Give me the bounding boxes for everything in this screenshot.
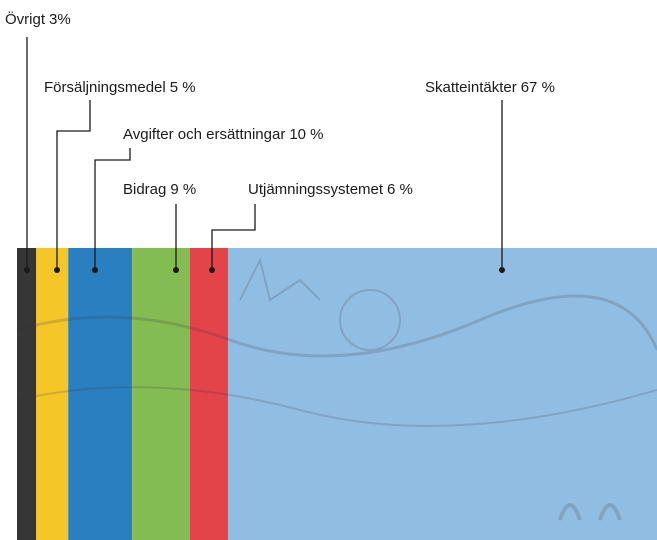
segment-label: Avgifter och ersättningar 10 % (123, 126, 324, 143)
segment-name: Försäljningsmedel (44, 79, 166, 96)
leader-dot (92, 267, 98, 273)
labels: Övrigt 3% Försäljningsmedel 5 % Avgifter och… (5, 10, 555, 273)
bar-segment (17, 248, 37, 540)
leader-dot (209, 267, 215, 273)
segment-label: Skatteintäkter 67 % (425, 79, 555, 96)
bar-segment (68, 248, 133, 540)
leader-line (56, 100, 91, 270)
leader-line (94, 148, 131, 270)
segment-name: Skatteintäkter (425, 79, 517, 96)
segment-label: Utjämningssystemet 6 % (248, 181, 413, 198)
stacked-bar (17, 248, 657, 540)
segment-name: Utjämningssystemet (248, 181, 384, 198)
segment-value: 6 % (387, 181, 413, 198)
bar-segment (36, 248, 69, 540)
leader-dot (54, 267, 60, 273)
segment-name: Avgifter och ersättningar (123, 126, 285, 143)
segment-label: Övrigt 3% (5, 10, 71, 28)
bar-segment (228, 248, 657, 540)
leader-dot (499, 267, 505, 273)
segment-value: 10 % (289, 126, 323, 143)
leader-dot (173, 267, 179, 273)
bar-segment (132, 248, 190, 540)
segment-label: Försäljningsmedel 5 % (44, 79, 196, 96)
leader-dot (24, 267, 30, 273)
leader-line (211, 204, 256, 270)
segment-label: Bidrag 9 % (123, 181, 196, 198)
segment-name: Övrigt (5, 10, 46, 28)
segment-value: 67 % (521, 79, 555, 96)
segment-value: 5 % (170, 79, 196, 96)
segment-value: 9 % (170, 181, 196, 198)
banknote-texture (16, 257, 657, 521)
segment-name: Bidrag (123, 181, 166, 198)
segment-value: 3% (49, 11, 71, 28)
bar-segment (189, 248, 229, 540)
